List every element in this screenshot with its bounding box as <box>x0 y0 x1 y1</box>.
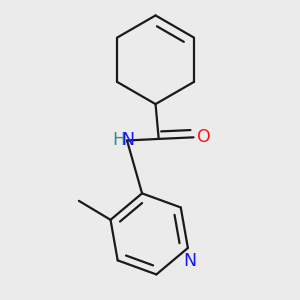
Text: N: N <box>183 252 196 270</box>
Text: O: O <box>197 128 211 146</box>
Text: H: H <box>112 131 125 149</box>
Text: N: N <box>121 131 134 149</box>
